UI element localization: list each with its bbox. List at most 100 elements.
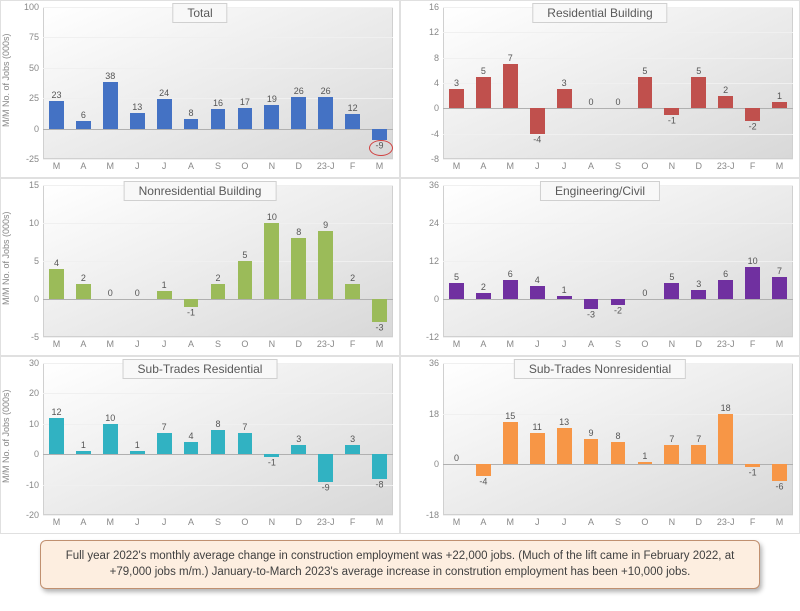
bar-value-label: 1 bbox=[135, 440, 140, 450]
bar bbox=[291, 97, 306, 129]
bar bbox=[184, 299, 199, 307]
bar bbox=[664, 108, 679, 114]
bar bbox=[530, 433, 545, 464]
bar-value-label: 6 bbox=[81, 110, 86, 120]
x-tick-label: M bbox=[776, 339, 784, 349]
x-tick-label: N bbox=[669, 517, 676, 527]
x-tick-label: J bbox=[135, 339, 140, 349]
x-tick-label: M bbox=[453, 339, 461, 349]
bar-value-label: 10 bbox=[748, 256, 758, 266]
chart-2: M/M No. of Jobs (000s) Nonresidential Bui… bbox=[0, 178, 400, 356]
bar-value-label: 1 bbox=[777, 91, 782, 101]
x-tick-label: F bbox=[750, 161, 756, 171]
bar bbox=[345, 445, 360, 454]
bar bbox=[372, 129, 387, 140]
bar bbox=[372, 299, 387, 322]
x-tick-label: 23-J bbox=[717, 161, 735, 171]
bar-value-label: 38 bbox=[105, 71, 115, 81]
bar bbox=[76, 451, 91, 454]
chart-title: Nonresidential Building bbox=[124, 181, 277, 201]
bar-value-label: 5 bbox=[454, 272, 459, 282]
bar-value-label: -9 bbox=[322, 482, 330, 492]
bar bbox=[103, 82, 118, 128]
bar bbox=[476, 464, 491, 475]
bar bbox=[557, 428, 572, 465]
x-tick-label: N bbox=[269, 517, 276, 527]
bar-value-label: 3 bbox=[350, 434, 355, 444]
bar bbox=[372, 454, 387, 478]
bar bbox=[130, 113, 145, 129]
y-axis-label: M/M No. of Jobs (000s) bbox=[1, 357, 15, 515]
x-tick-label: M bbox=[453, 517, 461, 527]
bar-value-label: -2 bbox=[614, 306, 622, 316]
bar-value-label: -2 bbox=[749, 122, 757, 132]
bar-value-label: -1 bbox=[268, 458, 276, 468]
chart-title: Sub-Trades Residential bbox=[123, 359, 278, 379]
bar-value-label: 0 bbox=[615, 97, 620, 107]
bar-value-label: 7 bbox=[777, 266, 782, 276]
x-tick-label: O bbox=[641, 161, 648, 171]
bar-value-label: 2 bbox=[215, 273, 220, 283]
x-tick-label: O bbox=[241, 517, 248, 527]
x-tick-label: M bbox=[53, 517, 61, 527]
chart-4: M/M No. of Jobs (000s) Sub-Trades Residen… bbox=[0, 356, 400, 534]
x-tick-label: D bbox=[296, 517, 303, 527]
x-tick-label: J bbox=[162, 517, 167, 527]
bar bbox=[584, 299, 599, 309]
bar-value-label: 1 bbox=[162, 280, 167, 290]
bar-value-label: 7 bbox=[242, 422, 247, 432]
bar bbox=[76, 284, 91, 299]
bar bbox=[449, 283, 464, 299]
x-tick-label: A bbox=[80, 161, 86, 171]
bar bbox=[291, 238, 306, 299]
bar-value-label: 8 bbox=[189, 108, 194, 118]
x-tick-label: J bbox=[535, 161, 540, 171]
bar bbox=[157, 99, 172, 128]
x-tick-label: F bbox=[750, 517, 756, 527]
bar-value-label: 24 bbox=[159, 88, 169, 98]
chart-grid: M/M No. of Jobs (000s)Total-250255075100… bbox=[0, 0, 800, 534]
bar-value-label: 3 bbox=[296, 434, 301, 444]
x-tick-label: J bbox=[562, 517, 567, 527]
x-tick-label: N bbox=[269, 161, 276, 171]
footer-note: Full year 2022's monthly average change … bbox=[40, 540, 760, 589]
bar bbox=[638, 462, 653, 465]
chart-1: Residential Building-8-40481216357-43005… bbox=[400, 0, 800, 178]
bar bbox=[476, 77, 491, 109]
bar bbox=[718, 280, 733, 299]
x-tick-label: A bbox=[188, 339, 194, 349]
x-tick-label: A bbox=[480, 339, 486, 349]
x-tick-label: O bbox=[641, 517, 648, 527]
bar-value-label: 6 bbox=[508, 269, 513, 279]
bar-value-label: 13 bbox=[559, 417, 569, 427]
chart-3: Engineering/Civil-12012243652641-3-20536… bbox=[400, 178, 800, 356]
bar bbox=[503, 422, 518, 464]
bar-value-label: -8 bbox=[376, 479, 384, 489]
x-tick-label: S bbox=[615, 517, 621, 527]
chart-title: Residential Building bbox=[532, 3, 667, 23]
bar bbox=[184, 442, 199, 454]
x-tick-label: O bbox=[241, 339, 248, 349]
x-tick-label: J bbox=[562, 339, 567, 349]
plot-area: 42001-12510892-3 bbox=[43, 185, 393, 337]
chart-0: M/M No. of Jobs (000s)Total-250255075100… bbox=[0, 0, 400, 178]
bar bbox=[772, 464, 787, 481]
bar-value-label: 11 bbox=[533, 422, 542, 432]
x-tick-label: M bbox=[376, 161, 384, 171]
bar-value-label: 4 bbox=[54, 258, 59, 268]
x-tick-label: S bbox=[615, 161, 621, 171]
bar-value-label: 12 bbox=[348, 103, 358, 113]
bar-value-label: 5 bbox=[642, 66, 647, 76]
bar bbox=[611, 299, 626, 305]
y-axis-label: M/M No. of Jobs (000s) bbox=[1, 179, 15, 337]
x-tick-label: S bbox=[615, 339, 621, 349]
bar bbox=[238, 433, 253, 454]
bar bbox=[503, 280, 518, 299]
bar bbox=[638, 77, 653, 109]
x-tick-label: M bbox=[507, 161, 515, 171]
chart-5: Sub-Trades Nonresidential-18018360-41511… bbox=[400, 356, 800, 534]
bar bbox=[476, 293, 491, 299]
bar-value-label: 5 bbox=[696, 66, 701, 76]
bar-value-label: 19 bbox=[267, 94, 277, 104]
bar bbox=[772, 102, 787, 108]
